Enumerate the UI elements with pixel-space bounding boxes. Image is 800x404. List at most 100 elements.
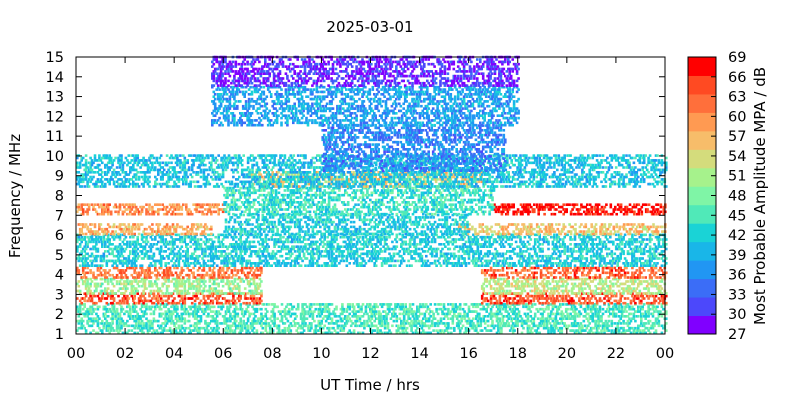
heatmap-cell [582,307,586,311]
heatmap-cell [233,317,237,320]
heatmap-cell [246,310,250,313]
heatmap-cell [520,269,524,272]
heatmap-cell [78,243,82,246]
heatmap-cell [626,280,630,283]
heatmap-cell [500,326,503,330]
heatmap-cell [187,297,191,300]
heatmap-cell [525,299,528,303]
heatmap-cell [584,310,587,313]
heatmap-cell [486,324,490,328]
heatmap-cell [395,315,399,318]
heatmap-cell [232,292,235,295]
heatmap-cell [522,282,525,286]
heatmap-cell [439,307,443,311]
heatmap-cell [123,280,126,283]
heatmap-cell [480,284,484,288]
heatmap-cell [99,299,103,303]
heatmap-cell [542,310,546,313]
heatmap-cell [148,326,151,330]
heatmap-cell [198,326,201,330]
heatmap-cell [613,305,617,309]
heatmap-cell [529,319,533,323]
heatmap-cell [601,307,605,311]
heatmap-cell [533,282,537,286]
heatmap-cell [220,273,223,277]
heatmap-cell [606,292,609,295]
heatmap-cell [199,326,203,330]
heatmap-cell [81,269,85,272]
heatmap-cell [185,280,188,283]
heatmap-cell [106,233,110,237]
heatmap-cell [126,319,129,323]
heatmap-cell [609,280,612,283]
heatmap-cell [560,297,564,300]
heatmap-cell [578,292,581,295]
heatmap-cell [239,317,242,320]
heatmap-cell [112,299,116,303]
heatmap-cell [239,245,242,248]
heatmap-cell [442,307,446,311]
heatmap-cell [152,252,156,256]
heatmap-cell [516,301,519,305]
heatmap-cell [98,235,101,239]
heatmap-cell [208,287,212,290]
heatmap-cell [388,305,391,309]
heatmap-cell [411,322,415,325]
heatmap-cell [198,262,201,265]
heatmap-cell [140,294,144,298]
heatmap-cell [321,307,325,311]
heatmap-cell [145,238,148,241]
heatmap-cell [140,264,144,267]
heatmap-cell [266,250,269,253]
heatmap-cell [282,329,285,332]
heatmap-cell [167,317,170,320]
heatmap-cell [130,289,134,293]
heatmap-cell [286,245,290,248]
heatmap-cell [267,322,270,325]
heatmap-cell [369,303,372,306]
heatmap-cell [575,307,578,311]
heatmap-cell [640,280,643,283]
heatmap-cell [252,331,256,335]
heatmap-cell [489,312,493,316]
heatmap-cell [101,289,104,293]
heatmap-cell [660,269,664,272]
heatmap-cell [106,287,110,290]
heatmap-cell [167,301,170,305]
heatmap-cell [327,303,331,306]
heatmap-cell [545,322,549,325]
heatmap-cell [592,276,596,279]
heatmap-cell [573,315,577,318]
heatmap-cell [229,282,232,286]
heatmap-cell [204,254,207,258]
heatmap-cell [224,252,228,256]
heatmap-cell [304,264,307,267]
heatmap-cell [408,305,412,309]
heatmap-cell [516,315,519,318]
heatmap-cell [190,238,194,241]
heatmap-cell [404,312,407,316]
heatmap-cell [632,317,636,320]
heatmap-cell [86,319,89,323]
heatmap-cell [293,257,297,260]
heatmap-cell [148,322,151,325]
heatmap-cell [174,329,178,332]
heatmap-cell [218,312,222,316]
heatmap-cell [133,297,136,300]
heatmap-cell [255,297,259,300]
heatmap-cell [416,326,419,330]
heatmap-cell [339,307,343,311]
heatmap-cell [274,243,278,246]
heatmap-cell [654,317,658,320]
heatmap-cell [654,280,658,283]
heatmap-cell [238,247,241,251]
heatmap-cell [523,322,527,325]
heatmap-cell [173,301,176,305]
heatmap-cell [136,312,139,316]
heatmap-cell [647,289,650,293]
heatmap-cell [445,326,449,330]
heatmap-cell [245,310,248,313]
heatmap-cell [451,317,455,320]
heatmap-cell [92,329,95,332]
heatmap-cell [642,315,646,318]
